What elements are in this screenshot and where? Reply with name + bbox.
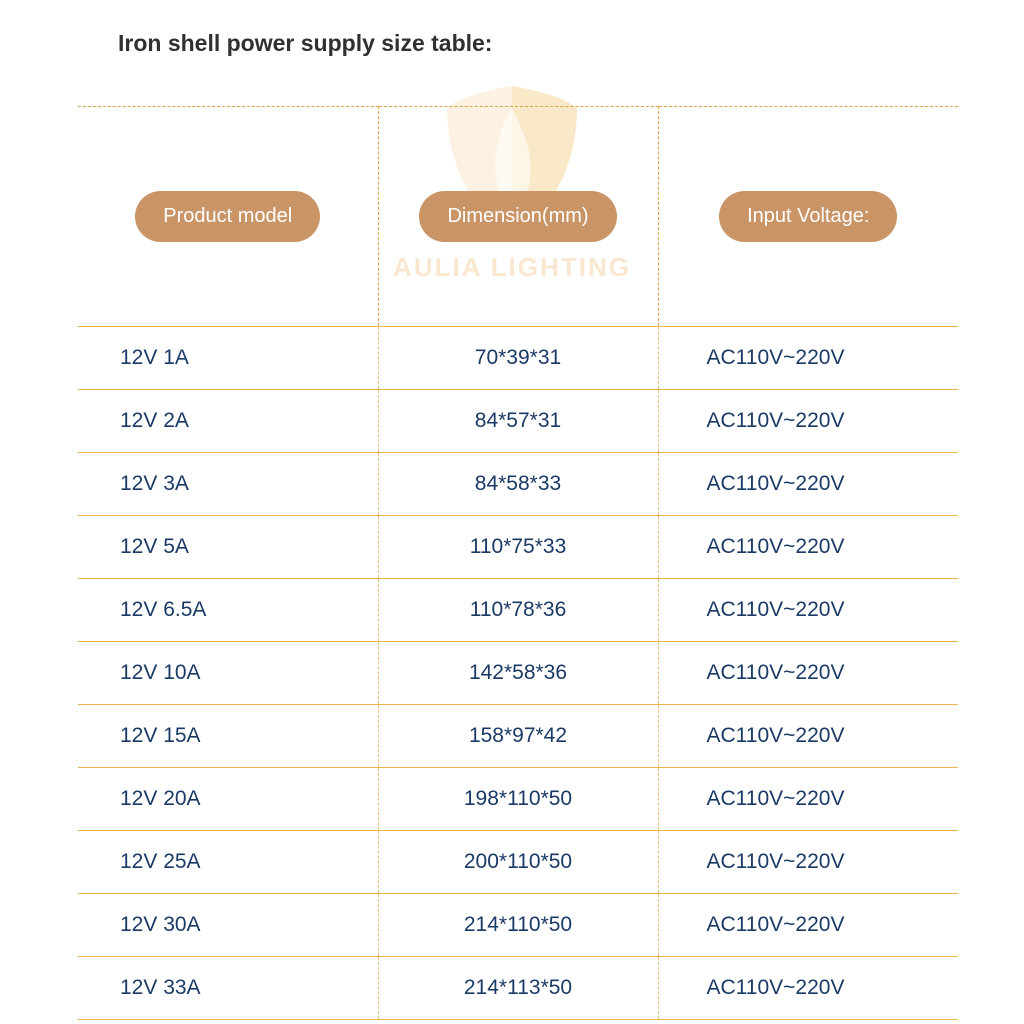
- cell-input-voltage: AC110V~220V: [658, 579, 958, 642]
- pill-dimension: Dimension(mm): [419, 191, 616, 242]
- cell-input-voltage: AC110V~220V: [658, 390, 958, 453]
- cell-dimension: 110*75*33: [378, 516, 658, 579]
- cell-dimension: 84*58*33: [378, 453, 658, 516]
- page-title: Iron shell power supply size table:: [118, 30, 492, 57]
- cell-product-model: 12V 25A: [78, 831, 378, 894]
- cell-input-voltage: AC110V~220V: [658, 642, 958, 705]
- table-row: 12V 30A214*110*50AC110V~220V: [78, 894, 958, 957]
- cell-dimension: 200*110*50: [378, 831, 658, 894]
- cell-input-voltage: AC110V~220V: [658, 705, 958, 768]
- cell-input-voltage: AC110V~220V: [658, 831, 958, 894]
- table-row: 12V 3A84*58*33AC110V~220V: [78, 453, 958, 516]
- cell-product-model: 12V 10A: [78, 642, 378, 705]
- cell-input-voltage: AC110V~220V: [658, 957, 958, 1020]
- cell-product-model: 12V 1A: [78, 327, 378, 390]
- cell-dimension: 214*113*50: [378, 957, 658, 1020]
- cell-dimension: 214*110*50: [378, 894, 658, 957]
- cell-dimension: 110*78*36: [378, 579, 658, 642]
- cell-product-model: 12V 5A: [78, 516, 378, 579]
- table-header-row: Product model Dimension(mm) Input Voltag…: [78, 107, 958, 327]
- cell-product-model: 12V 20A: [78, 768, 378, 831]
- cell-product-model: 12V 2A: [78, 390, 378, 453]
- cell-input-voltage: AC110V~220V: [658, 768, 958, 831]
- cell-product-model: 12V 30A: [78, 894, 378, 957]
- table-row: 12V 6.5A110*78*36AC110V~220V: [78, 579, 958, 642]
- cell-dimension: 142*58*36: [378, 642, 658, 705]
- col-header-dimension: Dimension(mm): [378, 107, 658, 327]
- cell-input-voltage: AC110V~220V: [658, 327, 958, 390]
- cell-input-voltage: AC110V~220V: [658, 894, 958, 957]
- table-row: 12V 20A198*110*50AC110V~220V: [78, 768, 958, 831]
- table-row: 12V 2A84*57*31AC110V~220V: [78, 390, 958, 453]
- table-row: 12V 25A200*110*50AC110V~220V: [78, 831, 958, 894]
- cell-dimension: 158*97*42: [378, 705, 658, 768]
- cell-product-model: 12V 3A: [78, 453, 378, 516]
- pill-product-model: Product model: [135, 191, 320, 242]
- table-row: 12V 33A214*113*50AC110V~220V: [78, 957, 958, 1020]
- cell-dimension: 198*110*50: [378, 768, 658, 831]
- col-header-product-model: Product model: [78, 107, 378, 327]
- table-row: 12V 5A110*75*33AC110V~220V: [78, 516, 958, 579]
- cell-dimension: 70*39*31: [378, 327, 658, 390]
- cell-product-model: 12V 15A: [78, 705, 378, 768]
- cell-product-model: 12V 33A: [78, 957, 378, 1020]
- col-header-input-voltage: Input Voltage:: [658, 107, 958, 327]
- pill-input-voltage: Input Voltage:: [719, 191, 897, 242]
- table-row: 12V 10A142*58*36AC110V~220V: [78, 642, 958, 705]
- cell-input-voltage: AC110V~220V: [658, 516, 958, 579]
- cell-input-voltage: AC110V~220V: [658, 453, 958, 516]
- cell-dimension: 84*57*31: [378, 390, 658, 453]
- table-row: 12V 15A158*97*42AC110V~220V: [78, 705, 958, 768]
- size-table: Product model Dimension(mm) Input Voltag…: [78, 106, 958, 1020]
- cell-product-model: 12V 6.5A: [78, 579, 378, 642]
- table-row: 12V 1A70*39*31AC110V~220V: [78, 327, 958, 390]
